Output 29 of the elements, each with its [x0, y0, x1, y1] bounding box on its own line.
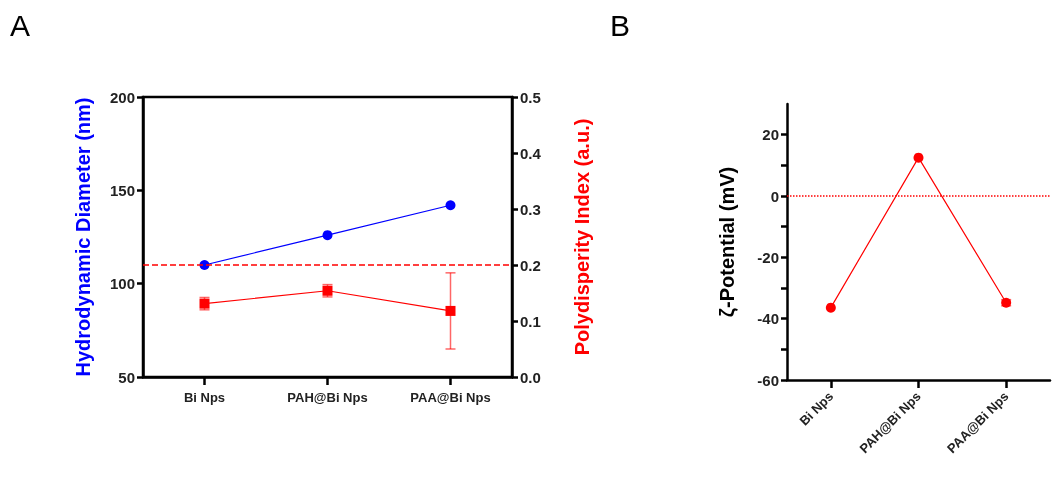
x-tick-label: Bi Nps	[796, 388, 837, 429]
y-tick-label: -40	[757, 310, 779, 328]
y2-tick-label: 0.1	[520, 312, 541, 330]
y-tick-label: 100	[109, 275, 135, 293]
y-axis-title: Hydrodynamic Diameter (nm)	[72, 97, 94, 377]
text: A	[10, 8, 31, 42]
point	[913, 152, 924, 163]
x-tick-label: Bi Nps	[183, 390, 226, 405]
y2-axis-title: Polydisperity Index (a.u.)	[571, 118, 593, 356]
point	[445, 305, 456, 316]
text: B	[610, 8, 631, 42]
y-axis-title: ζ-Potential (mV)	[716, 166, 738, 318]
y2-tick-label: 0.0	[520, 368, 541, 386]
y-tick-label: 0	[770, 187, 779, 205]
y2-tick-label: 0.3	[520, 200, 541, 218]
y-tick-label: 150	[109, 181, 135, 199]
x-tick-label: PAA@Bi Nps	[410, 390, 491, 405]
y-tick-label: -20	[757, 248, 779, 266]
y2-tick-label: 0.5	[520, 88, 541, 106]
point	[322, 230, 333, 241]
x-tick-label: PAH@Bi Nps	[287, 390, 368, 405]
y2-tick-label: 0.4	[520, 144, 542, 162]
y-tick-label: 50	[118, 368, 135, 386]
y2-tick-label: 0.2	[520, 256, 541, 274]
point	[825, 302, 836, 313]
y-tick-label: 20	[762, 126, 779, 144]
point	[445, 200, 456, 211]
y-tick-label: 200	[109, 88, 135, 106]
y-tick-label: -60	[757, 371, 779, 389]
